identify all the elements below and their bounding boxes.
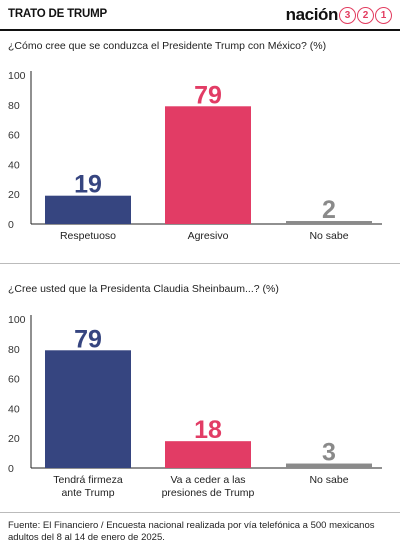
header: TRATO DE TRUMP nación 3 2 1	[0, 0, 400, 30]
chart2-data-label-0: 79	[74, 325, 102, 353]
chart2-data-label-2: 3	[322, 439, 336, 467]
chart1-ytick-0: 0	[8, 219, 14, 231]
chart1-data-label-2: 2	[322, 196, 336, 224]
chart1-category-line-1-0: Agresivo	[188, 230, 229, 242]
chart2-ytick-3: 60	[8, 374, 20, 386]
chart1-category-label-1: Agresivo	[188, 230, 229, 242]
chart1-bar-0	[45, 195, 131, 224]
chart1-ytick-3: 60	[8, 130, 20, 142]
chart1: 0 20 40 60 80 100 19 Respetuoso 79 Agresivo 2 No sa…	[8, 70, 382, 242]
chart2-ytick-0: 0	[8, 463, 14, 475]
chart1-ytick-5: 100	[8, 70, 26, 82]
chart2-bar-1	[165, 441, 251, 468]
chart1-category-label-0: Respetuoso	[60, 230, 116, 242]
chart1-ytick-4: 80	[8, 100, 20, 112]
chart2-ytick-4: 80	[8, 344, 20, 356]
brand-digit-1: 3	[339, 6, 356, 24]
chart2-category-line-0-1: ante Trump	[61, 487, 114, 499]
brand-logo: nación 3 2 1	[286, 4, 392, 26]
chart1-data-label-0: 19	[74, 171, 102, 199]
brand-digit-3: 1	[375, 6, 392, 24]
chart2-bar-2	[286, 463, 372, 468]
chart1-data-label-1: 79	[194, 81, 222, 109]
chart1-ytick-1: 20	[8, 189, 20, 201]
chart2-category-line-1-0: Va a ceder a las	[170, 474, 245, 486]
top-rule	[0, 29, 400, 31]
chart2-category-label-0: Tendrá firmeza ante Trump	[53, 474, 123, 499]
chart2-ytick-1: 20	[8, 433, 20, 445]
chart2-data-label-1: 18	[194, 416, 222, 444]
chart2-category-label-2: No sabe	[309, 474, 348, 486]
chart1-ytick-2: 40	[8, 159, 20, 171]
chart2-bar-0	[45, 350, 131, 468]
chart1-title: ¿Cómo cree que se conduzca el Presidente…	[8, 40, 327, 52]
chart2: 0 20 40 60 80 100 79 Tendrá firmeza ante Trump 18…	[8, 314, 382, 499]
chart1-bar-2	[286, 221, 372, 224]
chart1-category-line-0-0: Respetuoso	[60, 230, 116, 242]
chart2-category-label-1: Va a ceder a las presiones de Trump	[162, 474, 255, 499]
footer-divider	[0, 512, 400, 513]
source-note: Fuente: El Financiero / Encuesta naciona…	[8, 520, 375, 543]
chart2-ytick-5: 100	[8, 314, 26, 326]
chart1-bar-1	[165, 106, 251, 224]
chart2-category-line-0-0: Tendrá firmeza	[53, 474, 123, 486]
header-title: TRATO DE TRUMP	[8, 8, 107, 20]
chart2-ytick-2: 40	[8, 403, 20, 415]
section-divider	[0, 263, 400, 264]
chart2-category-line-2-0: No sabe	[309, 474, 348, 486]
chart2-category-line-1-1: presiones de Trump	[162, 487, 255, 499]
chart1-category-label-2: No sabe	[309, 230, 348, 242]
brand-word: nación	[285, 5, 339, 24]
chart2-title: ¿Cree usted que la Presidenta Claudia Sh…	[8, 283, 279, 295]
chart1-category-line-2-0: No sabe	[309, 230, 348, 242]
brand-digit-2: 2	[357, 6, 374, 24]
